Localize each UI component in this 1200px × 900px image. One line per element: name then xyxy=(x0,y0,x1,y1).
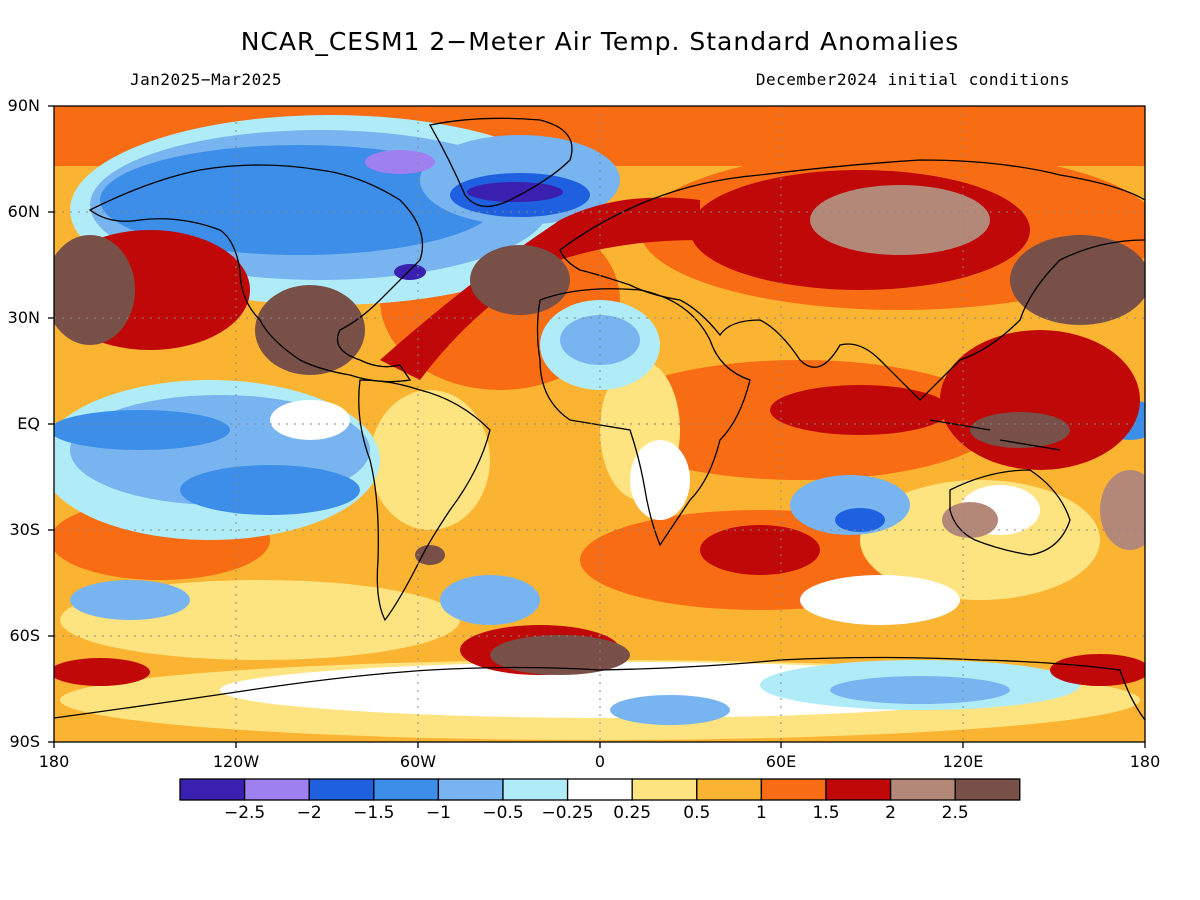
lon-label: 180 xyxy=(1129,752,1161,771)
colorbar-label: −1.5 xyxy=(353,803,395,823)
colorbar-label: 2 xyxy=(885,803,896,823)
lon-label: 0 xyxy=(594,752,606,771)
colorbar-swatch xyxy=(760,778,827,801)
colorbar-swatch xyxy=(954,778,1021,801)
colorbar xyxy=(179,778,1021,801)
colorbar-label: 0.5 xyxy=(683,803,711,823)
initial-conditions: December2024 initial conditions xyxy=(755,70,1070,89)
colorbar-label: 1 xyxy=(755,803,767,823)
colorbar-swatch xyxy=(243,778,310,801)
colorbar-label: 1.5 xyxy=(812,803,840,823)
lon-label: 180 xyxy=(38,752,70,771)
forecast-period: Jan2025−Mar2025 xyxy=(130,70,282,89)
lat-label: 90S xyxy=(9,732,40,751)
colorbar-label: −1 xyxy=(425,803,451,823)
lat-label: EQ xyxy=(17,414,40,433)
colorbar-label: −0.5 xyxy=(482,803,524,823)
colorbar-swatch xyxy=(502,778,569,801)
graticule xyxy=(54,106,1145,742)
colorbar-label: 2.5 xyxy=(941,803,969,823)
colorbar-swatch xyxy=(179,778,246,801)
colorbar-label: −2.5 xyxy=(223,803,266,823)
colorbar-label: −2 xyxy=(296,803,322,823)
lon-label: 120E xyxy=(942,752,984,771)
colorbar-label: −0.25 xyxy=(541,803,594,823)
colorbar-swatch xyxy=(825,778,892,801)
lon-label: 60W xyxy=(399,752,437,771)
colorbar-label: 0.25 xyxy=(613,803,652,823)
coastlines xyxy=(54,117,1145,721)
colorbar-swatch xyxy=(631,778,698,801)
colorbar-swatch xyxy=(437,778,504,801)
lat-label: 90N xyxy=(7,96,40,115)
lon-label: 120W xyxy=(212,752,260,771)
colorbar-swatch xyxy=(889,778,956,801)
axis-ticks xyxy=(48,105,1146,748)
colorbar-swatch xyxy=(696,778,763,801)
lat-label: 60N xyxy=(7,202,40,221)
colorbar-swatch xyxy=(566,778,633,801)
lon-label: 60E xyxy=(765,752,797,771)
lat-label: 30S xyxy=(9,520,40,539)
lat-label: 30N xyxy=(7,308,40,327)
lat-label: 60S xyxy=(9,626,40,645)
colorbar-swatch xyxy=(373,778,440,801)
map-title: NCAR_CESM1 2−Meter Air Temp. Standard An… xyxy=(240,27,960,56)
colorbar-swatch xyxy=(308,778,375,801)
